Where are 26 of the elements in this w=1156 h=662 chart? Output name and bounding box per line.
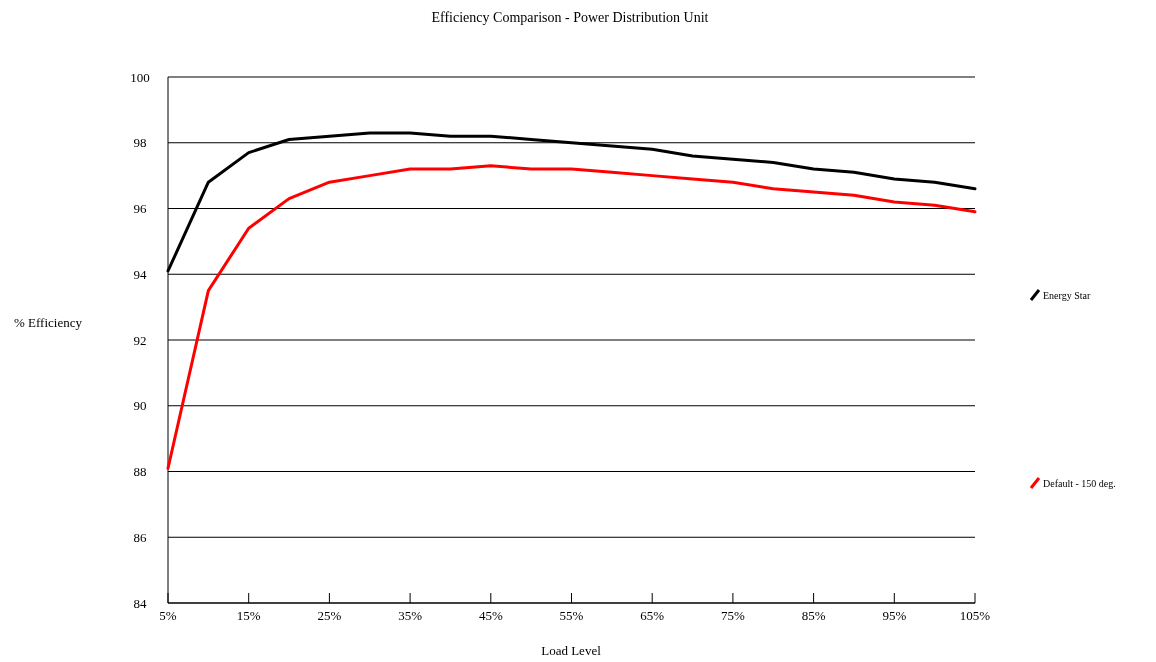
x-tick-label: 15%	[236, 608, 261, 623]
line-series	[166, 164, 977, 470]
x-axis-title: Load Level	[541, 643, 602, 658]
y-tick-label: 100	[130, 69, 150, 85]
y-tick-label: 84	[133, 595, 147, 611]
y-axis-title: % Efficiency	[14, 315, 83, 330]
x-tick-label: 85%	[801, 608, 826, 623]
x-tick-label: 65%	[640, 608, 665, 623]
legend-label: Default - 150 deg.	[1043, 477, 1116, 489]
y-tick-label: 98	[133, 135, 147, 151]
y-tick-label: 96	[133, 201, 147, 217]
y-tick-label: 94	[133, 266, 147, 282]
x-tick-label: 75%	[720, 608, 745, 623]
y-tick-label: 88	[133, 464, 147, 480]
chart-title: Efficiency Comparison - Power Distribution Unit	[431, 10, 709, 25]
x-tick-label: 55%	[559, 608, 584, 623]
x-tick-label: 105%	[959, 608, 991, 623]
legend-label: Energy Star	[1043, 289, 1091, 301]
x-tick-label: 5%	[159, 608, 177, 623]
y-tick-label: 92	[133, 332, 147, 348]
x-tick-label: 35%	[398, 608, 423, 623]
x-tick-label: 45%	[478, 608, 503, 623]
x-tick-label: 25%	[317, 608, 342, 623]
y-tick-label: 86	[133, 529, 147, 545]
y-tick-label: 90	[133, 398, 147, 414]
x-tick-label: 95%	[882, 608, 907, 623]
